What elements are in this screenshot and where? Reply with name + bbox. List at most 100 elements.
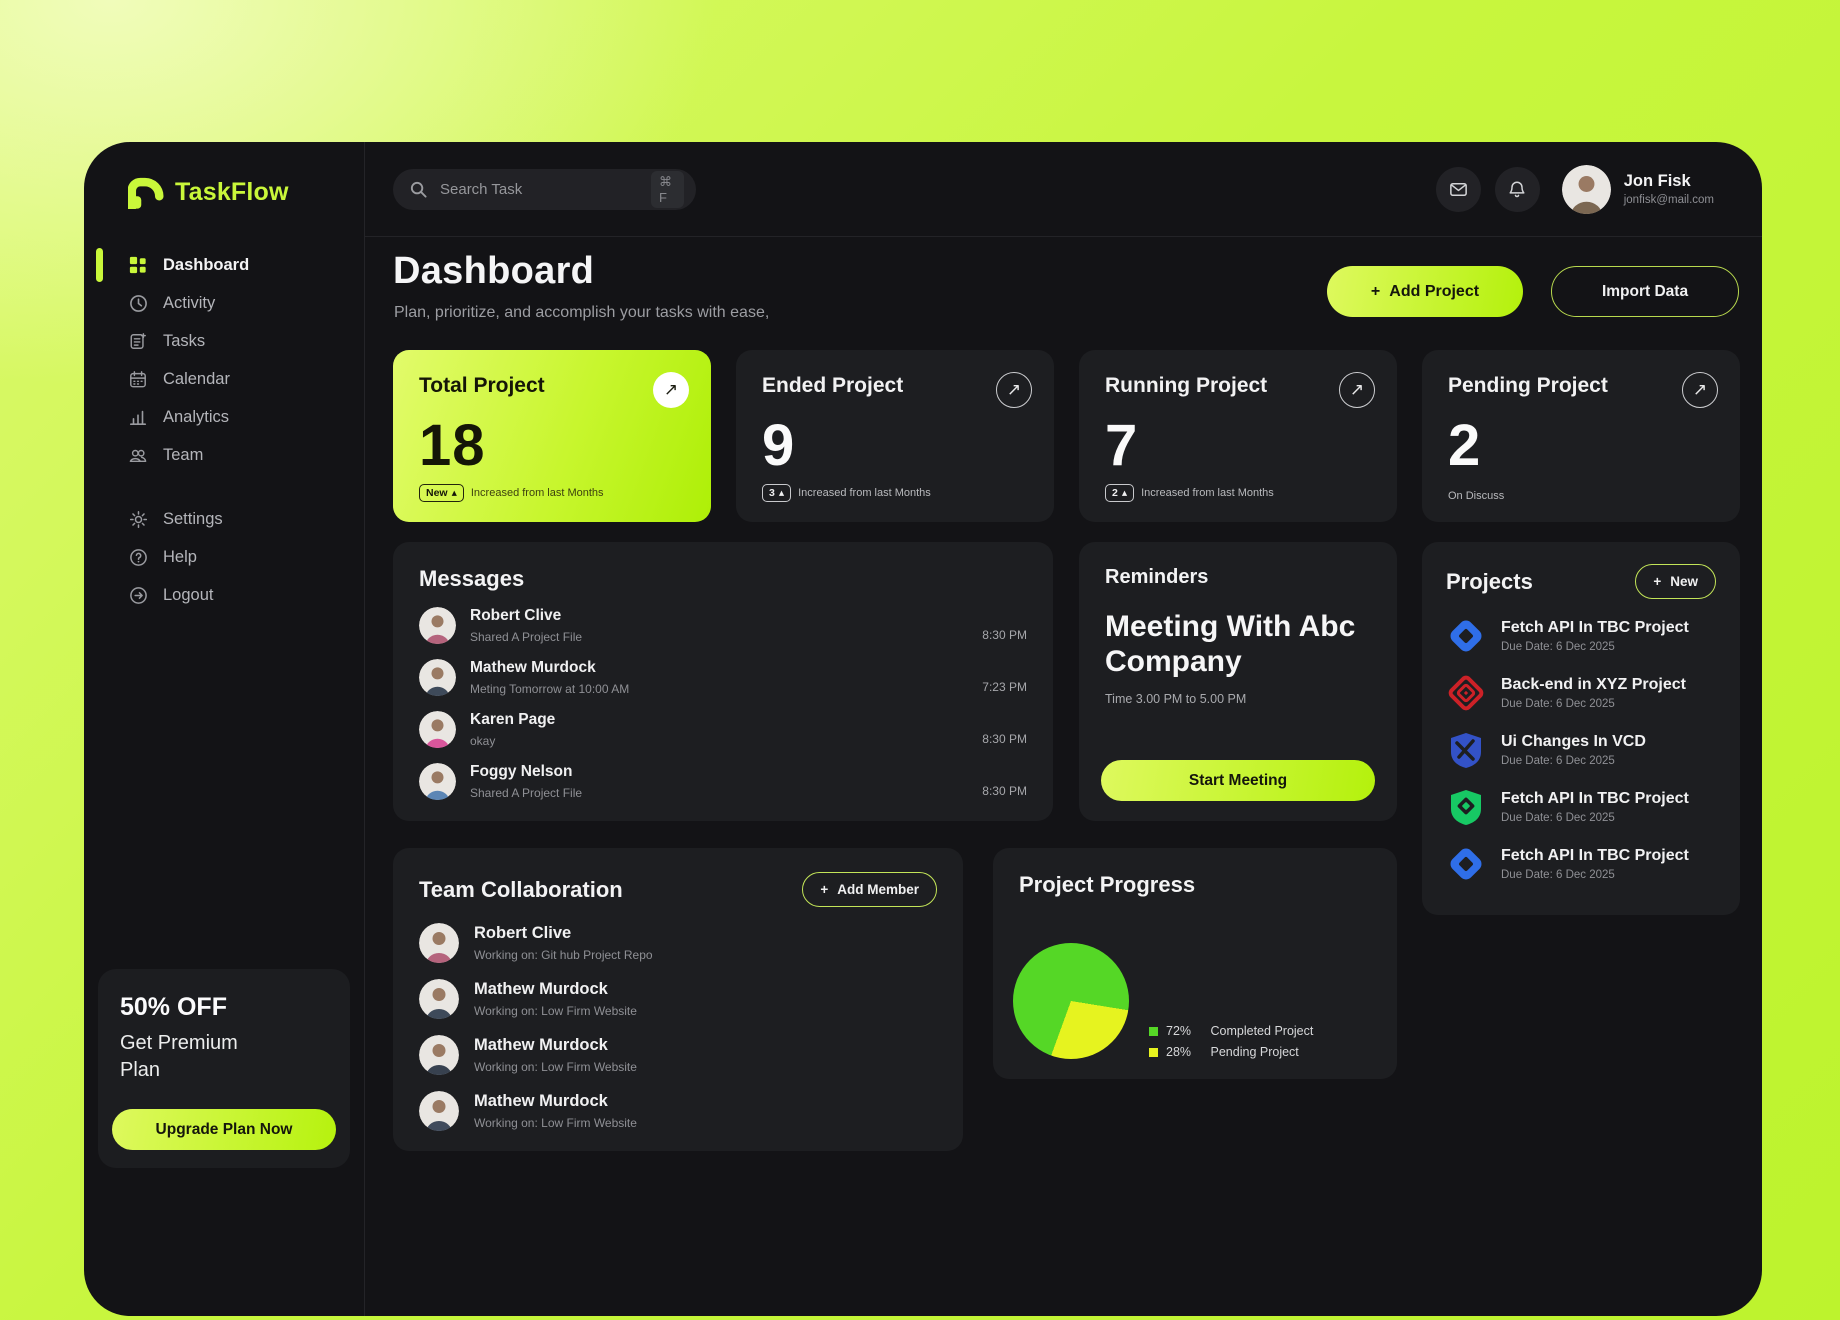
sidebar-item-label: Activity xyxy=(163,293,216,312)
message-sender: Mathew Murdock xyxy=(470,659,596,676)
sidebar-item-label: Calendar xyxy=(163,369,230,388)
search-input[interactable] xyxy=(440,180,639,198)
calendar-icon xyxy=(128,369,148,389)
open-arrow-button[interactable]: ↗ xyxy=(1682,372,1718,408)
clock-icon xyxy=(128,293,148,313)
search-icon xyxy=(409,180,428,199)
nav-divider-gap xyxy=(84,474,363,500)
help-icon xyxy=(128,547,148,567)
team-collaboration-panel: Team Collaboration + Add Member Robert C… xyxy=(393,848,963,1151)
project-due-date: Due Date: 6 Dec 2025 xyxy=(1501,641,1615,653)
up-arrow-icon: ▴ xyxy=(1121,487,1128,499)
sidebar-item-label: Dashboard xyxy=(163,255,250,274)
project-row[interactable]: Fetch API In TBC Project Due Date: 6 Dec… xyxy=(1446,844,1716,884)
avatar xyxy=(419,607,456,644)
blue-shield-logo-icon xyxy=(1446,730,1486,770)
stat-card-running-project: Running Project ↗ 7 2 ▴ Increased from la… xyxy=(1079,350,1397,522)
message-sender: Robert Clive xyxy=(470,607,562,624)
user-name: Jon Fisk xyxy=(1623,172,1691,190)
sidebar-item-tasks[interactable]: Tasks xyxy=(84,322,363,360)
stat-badge: 3 ▴ xyxy=(762,484,792,502)
open-arrow-button[interactable]: ↗ xyxy=(996,372,1032,408)
tasks-icon xyxy=(128,331,148,351)
import-data-button[interactable]: Import Data xyxy=(1551,266,1739,317)
team-member-row[interactable]: Robert Clive Working on: Git hub Project… xyxy=(419,923,937,963)
message-preview: Meting Tomorrow at 10:00 AM xyxy=(470,682,630,696)
stat-card-pending-project: Pending Project ↗ 2 On Discuss xyxy=(1422,350,1740,522)
sidebar-item-help[interactable]: Help xyxy=(84,538,363,576)
project-name: Ui Changes In VCD xyxy=(1501,733,1646,750)
message-row[interactable]: Karen Page okay 8:30 PM xyxy=(419,711,1027,748)
stat-card-ended-project: Ended Project ↗ 9 3 ▴ Increased from last… xyxy=(736,350,1054,522)
member-name: Mathew Murdock xyxy=(474,980,608,998)
stat-footnote: 3 ▴ Increased from last Months xyxy=(762,484,931,502)
sidebar-item-label: Team xyxy=(163,445,204,464)
start-meeting-button[interactable]: Start Meeting xyxy=(1101,760,1375,801)
sidebar-item-calendar[interactable]: Calendar xyxy=(84,360,363,398)
message-time: 8:30 PM xyxy=(982,732,1027,746)
topbar: ⌘ F Jon Fisk jonfisk@mail.com xyxy=(365,142,1762,237)
project-due-date: Due Date: 6 Dec 2025 xyxy=(1501,755,1615,767)
project-name: Back-end in XYZ Project xyxy=(1501,676,1686,693)
message-preview: Shared A Project File xyxy=(470,630,583,644)
sidebar-item-analytics[interactable]: Analytics xyxy=(84,398,363,436)
member-task: Working on: Git hub Project Repo xyxy=(474,948,653,962)
project-row[interactable]: Back-end in XYZ Project Due Date: 6 Dec … xyxy=(1446,673,1716,713)
bar-chart-icon xyxy=(128,407,148,427)
notifications-bell-button[interactable] xyxy=(1494,166,1540,212)
project-row[interactable]: Fetch API In TBC Project Due Date: 6 Dec… xyxy=(1446,616,1716,656)
stat-badge: New ▴ xyxy=(419,484,464,502)
project-due-date: Due Date: 6 Dec 2025 xyxy=(1501,698,1615,710)
open-arrow-button[interactable]: ↗ xyxy=(1339,372,1375,408)
message-row[interactable]: Robert Clive Shared A Project File 8:30 … xyxy=(419,607,1027,644)
plus-icon: + xyxy=(1370,282,1381,300)
plus-icon: + xyxy=(1653,574,1662,589)
dashboard-grid-icon xyxy=(128,255,148,275)
mail-button[interactable] xyxy=(1435,166,1481,212)
open-arrow-button[interactable]: ↗ xyxy=(653,372,689,408)
team-member-row[interactable]: Mathew Murdock Working on: Low Firm Webs… xyxy=(419,1035,937,1075)
sidebar-item-label: Tasks xyxy=(163,331,206,350)
search-bar[interactable]: ⌘ F xyxy=(393,168,696,210)
app-window: TaskFlow Dashboard Activity Tasks xyxy=(84,142,1762,1316)
legend-swatch xyxy=(1149,1047,1158,1057)
message-time: 8:30 PM xyxy=(982,784,1027,798)
sidebar-item-logout[interactable]: Logout xyxy=(84,576,363,614)
projects-panel: Projects + New Fetch API In TBC Project … xyxy=(1422,542,1740,915)
stat-card-total-project: Total Project ↗ 18 New ▴ Increased from l… xyxy=(393,350,711,522)
brand-name: TaskFlow xyxy=(175,178,289,206)
stat-footnote: 2 ▴ Increased from last Months xyxy=(1105,484,1274,502)
new-project-button[interactable]: + New xyxy=(1635,564,1716,599)
project-row[interactable]: Ui Changes In VCD Due Date: 6 Dec 2025 xyxy=(1446,730,1716,770)
page-subtitle: Plan, prioritize, and accomplish your ta… xyxy=(394,304,770,321)
up-arrow-icon: ▴ xyxy=(451,487,457,499)
taskflow-logo-icon xyxy=(128,176,164,209)
message-preview: okay xyxy=(470,734,496,748)
sidebar-item-team[interactable]: Team xyxy=(84,436,363,474)
user-avatar xyxy=(1561,164,1611,214)
user-profile-chip[interactable]: Jon Fisk jonfisk@mail.com xyxy=(1561,164,1714,214)
arrow-up-right-icon: ↗ xyxy=(663,380,679,399)
message-preview: Shared A Project File xyxy=(470,786,583,800)
stat-title: Pending Project xyxy=(1448,374,1608,397)
progress-title: Project Progress xyxy=(1019,872,1196,897)
message-row[interactable]: Mathew Murdock Meting Tomorrow at 10:00 … xyxy=(419,659,1027,696)
add-member-button[interactable]: + Add Member xyxy=(802,872,937,907)
stat-title: Total Project xyxy=(419,374,545,397)
project-name: Fetch API In TBC Project xyxy=(1501,847,1689,864)
sidebar-item-dashboard[interactable]: Dashboard xyxy=(84,246,363,284)
member-task: Working on: Low Firm Website xyxy=(474,1116,637,1130)
page-title: Dashboard xyxy=(393,250,595,292)
upgrade-plan-button[interactable]: Upgrade Plan Now xyxy=(112,1109,336,1150)
avatar xyxy=(419,659,456,696)
project-row[interactable]: Fetch API In TBC Project Due Date: 6 Dec… xyxy=(1446,787,1716,827)
sidebar-item-settings[interactable]: Settings xyxy=(84,500,363,538)
sidebar-item-label: Settings xyxy=(163,509,223,528)
topbar-actions: Jon Fisk jonfisk@mail.com xyxy=(1435,164,1714,214)
sidebar-item-activity[interactable]: Activity xyxy=(84,284,363,322)
team-member-row[interactable]: Mathew Murdock Working on: Low Firm Webs… xyxy=(419,1091,937,1131)
message-row[interactable]: Foggy Nelson Shared A Project File 8:30 … xyxy=(419,763,1027,800)
add-project-button[interactable]: + Add Project xyxy=(1327,266,1523,317)
sidebar: TaskFlow Dashboard Activity Tasks xyxy=(84,142,365,1316)
team-member-row[interactable]: Mathew Murdock Working on: Low Firm Webs… xyxy=(419,979,937,1019)
